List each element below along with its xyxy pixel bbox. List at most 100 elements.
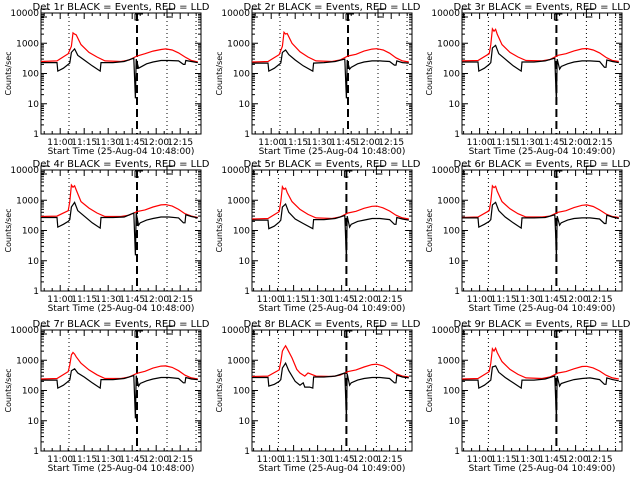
plot-frame — [40, 169, 202, 292]
x-tick-label: 11:00 — [47, 138, 73, 148]
y-tick-label: 10 — [449, 417, 461, 427]
left-bracket-marker — [251, 8, 260, 18]
x-tick-label: 12:00 — [563, 295, 589, 305]
y-tick-label: 10 — [449, 100, 461, 110]
y-tick-label: 100 — [233, 227, 250, 237]
x-tick-label: 11:00 — [467, 295, 493, 305]
x-tick-label: 11:00 — [467, 455, 493, 465]
left-bracket-marker — [40, 8, 49, 18]
series-lld-line — [40, 31, 198, 63]
plot-frame — [251, 329, 413, 452]
y-tick-label: 10 — [239, 257, 251, 267]
y-axis-title: Counts/sec — [215, 208, 224, 252]
y-axis-title: Counts/sec — [4, 368, 13, 412]
y-tick-label: 100 — [233, 70, 250, 80]
y-tick-label: 10000 — [221, 9, 250, 19]
x-tick-label: 12:00 — [143, 138, 169, 148]
y-tick-label: 10000 — [10, 326, 39, 336]
x-tick-label: 11:45 — [329, 295, 355, 305]
start-marker — [553, 330, 563, 338]
x-tick-label: 12:00 — [353, 295, 379, 305]
y-tick-label: 10000 — [431, 9, 460, 19]
y-axis-title: Counts/sec — [425, 208, 434, 252]
x-axis-title: Start Time (25-Aug-04 10:48:00) — [48, 464, 195, 474]
start-marker — [134, 13, 143, 21]
y-tick-label: 100 — [443, 70, 460, 80]
y-tick-label: 1 — [33, 287, 39, 297]
y-axis-title: Counts/sec — [425, 368, 434, 412]
x-tick-label: 11:45 — [539, 138, 565, 148]
end-marker — [166, 325, 175, 335]
x-axis-title: Start Time (25-Aug-04 10:48:00) — [48, 147, 195, 157]
x-tick-label: 11:45 — [119, 455, 145, 465]
left-bracket-marker — [461, 8, 470, 18]
x-tick-label: 12:15 — [587, 295, 613, 305]
start-marker — [134, 170, 143, 178]
y-tick-label: 1 — [33, 130, 39, 140]
x-tick-label: 12:15 — [167, 138, 193, 148]
x-tick-label: 12:00 — [143, 295, 169, 305]
y-tick-label: 1 — [454, 447, 460, 457]
start-marker — [134, 330, 143, 338]
plot-frame — [461, 329, 623, 452]
y-tick-label: 1000 — [16, 196, 39, 206]
x-tick-label: 11:15 — [491, 455, 517, 465]
x-tick-label: 11:30 — [95, 455, 121, 465]
panel-title: Det 9r BLACK = Events, RED = LLD — [454, 319, 631, 330]
x-axis-title: Start Time (25-Aug-04 10:48:00) — [48, 304, 195, 314]
plot-frame — [40, 12, 202, 135]
panel-det-7: 1 10 100 1000 10000 11:0011:1511:3011:4512:00… — [4, 319, 210, 474]
x-tick-label: 11:45 — [539, 295, 565, 305]
x-axis-title: Start Time (25-Aug-04 10:48:00) — [259, 147, 406, 157]
x-tick-label: 11:00 — [47, 295, 73, 305]
panel-title: Det 2r BLACK = Events, RED = LLD — [244, 2, 421, 13]
x-tick-label: 11:45 — [119, 295, 145, 305]
x-axis-title: Start Time (25-Aug-04 10:49:00) — [469, 464, 616, 474]
panel-det-1: 1 10 100 1000 10000 11:0011:1511:3011:4512:00… — [4, 2, 210, 157]
left-bracket-marker — [461, 165, 470, 175]
x-axis-title: Start Time (25-Aug-04 10:49:00) — [259, 304, 406, 314]
plot-frame — [251, 169, 413, 292]
y-tick-label: 10 — [239, 417, 251, 427]
x-tick-label: 11:30 — [95, 295, 121, 305]
end-marker — [166, 8, 175, 18]
series-lld-line — [461, 27, 619, 63]
series-events-line — [252, 361, 409, 418]
plot-frame — [251, 12, 413, 135]
x-tick-label: 11:15 — [491, 295, 517, 305]
y-tick-label: 10000 — [221, 166, 250, 176]
y-axis-title: Counts/sec — [215, 368, 224, 412]
panel-det-6: 1 10 100 1000 10000 11:0011:1511:3011:4512:00… — [425, 159, 631, 314]
x-tick-label: 12:00 — [563, 455, 589, 465]
y-tick-label: 100 — [233, 387, 250, 397]
plot-frame — [461, 169, 623, 292]
series-events-line — [41, 201, 198, 256]
series-events-line — [41, 47, 198, 99]
start-marker — [343, 330, 353, 338]
x-axis-title: Start Time (25-Aug-04 10:49:00) — [259, 464, 406, 474]
y-tick-label: 100 — [443, 387, 460, 397]
panel-det-5: 1 10 100 1000 10000 11:0011:1511:3011:4512:00… — [215, 159, 421, 314]
y-tick-label: 10000 — [10, 166, 39, 176]
panel-det-8: 1 10 100 1000 10000 11:0011:1511:3011:4512:00… — [215, 319, 421, 474]
y-tick-label: 1 — [33, 447, 39, 457]
series-events-line — [462, 201, 619, 257]
series-lld-line — [40, 351, 198, 380]
x-tick-label: 12:00 — [353, 455, 379, 465]
x-tick-label: 11:15 — [71, 455, 97, 465]
y-tick-label: 1 — [454, 130, 460, 140]
y-tick-label: 10 — [28, 100, 40, 110]
x-tick-label: 11:30 — [306, 138, 332, 148]
y-tick-label: 10000 — [10, 9, 39, 19]
series-events-line — [252, 202, 409, 259]
y-tick-label: 100 — [22, 387, 39, 397]
y-tick-label: 10 — [239, 100, 251, 110]
y-axis-title: Counts/sec — [425, 51, 434, 95]
panel-det-2: 1 10 100 1000 10000 11:0011:1511:3011:4512:00… — [215, 2, 421, 157]
x-tick-label: 11:00 — [257, 455, 283, 465]
x-tick-label: 12:00 — [143, 455, 169, 465]
left-bracket-marker — [251, 165, 260, 175]
x-tick-label: 12:15 — [377, 295, 403, 305]
panel-title: Det 6r BLACK = Events, RED = LLD — [454, 159, 631, 170]
y-tick-label: 1000 — [16, 39, 39, 49]
